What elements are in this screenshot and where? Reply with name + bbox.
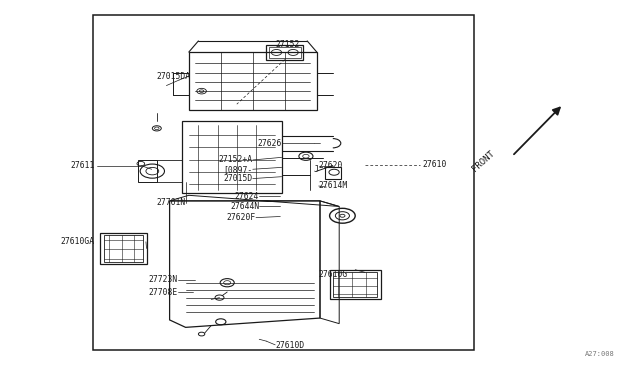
Text: 27644N: 27644N [230,202,259,211]
Text: 27152: 27152 [275,40,300,49]
Text: 27620F: 27620F [227,213,256,222]
Text: 27610D: 27610D [275,341,305,350]
Text: 27620: 27620 [319,161,343,170]
Text: 27723N: 27723N [148,275,178,284]
Text: 27015D: 27015D [223,174,253,183]
Text: 27152+A: 27152+A [219,155,253,164]
Bar [182,121,282,193]
Text: 27708E: 27708E [148,288,178,296]
Text: 27626: 27626 [257,139,282,148]
Text: A27:008: A27:008 [585,351,614,357]
Bar [269,47,301,58]
Text: J: J [314,165,319,174]
Bar [325,167,341,179]
Text: 27611: 27611 [70,161,95,170]
Bar [104,235,143,262]
Text: 27610: 27610 [422,160,447,169]
Bar [189,52,317,110]
Text: FRONT: FRONT [470,149,496,173]
Text: [0897-: [0897- [223,165,253,174]
Text: 27614M: 27614M [319,182,348,190]
Bar [333,272,377,297]
Bar [100,232,147,264]
Bar [138,160,157,182]
Bar [266,45,303,60]
Text: 27610G: 27610G [319,270,348,279]
Text: 27610GA: 27610GA [61,237,95,246]
Bar [330,270,381,299]
Text: 27624: 27624 [235,192,259,201]
Text: 27761N: 27761N [157,198,186,207]
Text: 27015DA: 27015DA [157,72,191,81]
Bar [93,15,474,350]
